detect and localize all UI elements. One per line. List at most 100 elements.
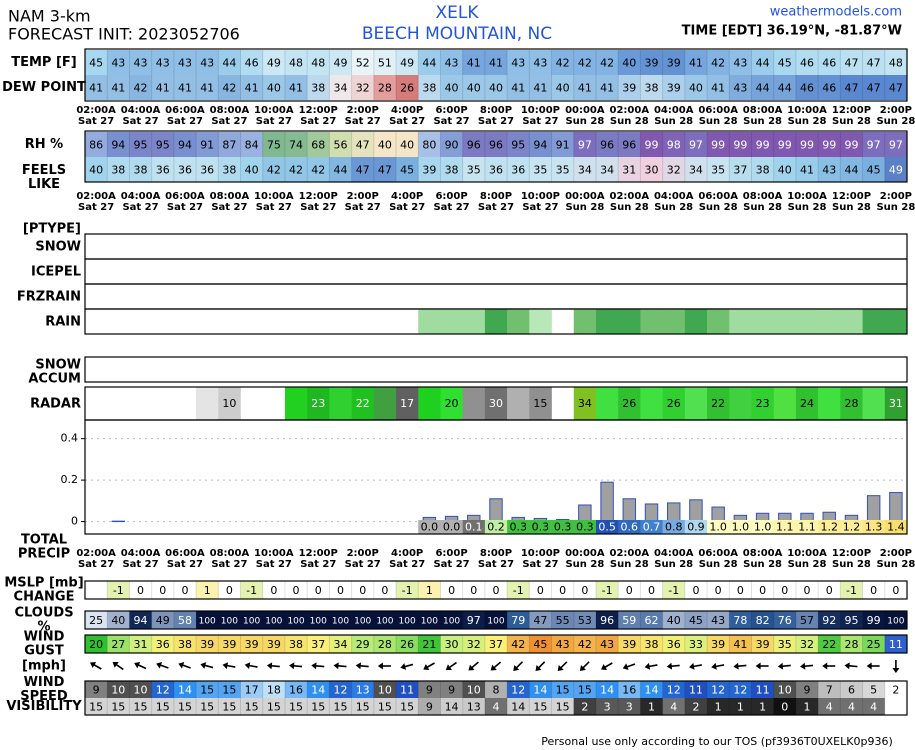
ptype-cell (418, 309, 441, 334)
cell-value: 4 (826, 701, 833, 714)
ptype-row-label: ICEPEL (31, 265, 81, 280)
total-precip-label: 0.5 (598, 521, 616, 534)
cell-value: 59 (622, 614, 636, 627)
value-cell (107, 698, 130, 715)
ptype-cell (818, 309, 841, 334)
cell-value: 41 (289, 82, 303, 95)
value-cell (640, 611, 663, 629)
cell-value: 99 (822, 139, 836, 152)
value-cell (329, 581, 352, 599)
total-precip-label: 0.6 (621, 521, 639, 534)
radar-value: 23 (311, 397, 325, 410)
day-label: Sun 28 (788, 202, 827, 213)
value-cell (862, 581, 886, 599)
cell-value: 38 (645, 82, 659, 95)
radar-cell (818, 387, 841, 420)
ptype-cell (662, 309, 686, 334)
cell-value: 10 (378, 684, 392, 697)
value-cell (840, 157, 863, 182)
value-cell (818, 611, 841, 629)
ptype-cell (795, 309, 819, 334)
cell-value: 15 (267, 701, 281, 714)
day-label: Sun 28 (743, 559, 782, 570)
ptype-cell (751, 309, 775, 334)
day-label: Sun 28 (610, 559, 649, 570)
cell-value: 94 (134, 614, 148, 627)
value-cell (307, 50, 330, 75)
value-cell (662, 635, 686, 653)
value-cell (551, 75, 575, 100)
day-label: Sat 27 (256, 116, 292, 127)
total-precip-cell (707, 520, 730, 534)
value-cell (862, 157, 886, 182)
cell-value: 28 (844, 638, 858, 651)
time-label: 12:00P (832, 105, 871, 116)
time-label: 6:00P (435, 548, 467, 559)
cell-value: 9 (93, 684, 100, 697)
cell-value: 28 (378, 638, 392, 651)
time-label: 08:00A (210, 191, 250, 202)
value-cell (173, 157, 197, 182)
total-precip-label: 0.0 (421, 521, 439, 534)
value-cell (662, 681, 686, 698)
total-precip-label: 1.3 (865, 521, 883, 534)
wind-arrow (755, 662, 769, 670)
value-cell (773, 698, 797, 715)
cell-value: 9 (448, 684, 455, 697)
wind-arrow (579, 661, 590, 671)
cell-value: 97 (867, 139, 881, 152)
value-cell (507, 75, 530, 100)
cell-value: 15 (311, 701, 325, 714)
footer: Personal use only according to our TOS (… (541, 735, 893, 748)
time-label: 04:00A (121, 105, 161, 116)
day-label: Sat 27 (389, 559, 425, 570)
cell-value: 39 (667, 82, 681, 95)
row-frame (84, 356, 908, 383)
cell-value: 41 (89, 82, 103, 95)
wind-arrow (513, 661, 524, 671)
cell-value: 99 (800, 139, 814, 152)
cell-value: 41 (689, 57, 703, 70)
time-label: 06:00A (165, 548, 205, 559)
cell-value: 1 (759, 701, 766, 714)
total-precip-cell (418, 520, 441, 534)
cell-value: 91 (200, 139, 214, 152)
cell-value: 32 (667, 164, 681, 177)
value-cell (240, 581, 264, 599)
cell-value: 35 (711, 164, 725, 177)
cell-value: 44 (844, 164, 858, 177)
cell-value: 15 (289, 701, 303, 714)
value-cell (462, 635, 486, 653)
cell-value: 12 (156, 684, 170, 697)
value-cell (196, 681, 219, 698)
value-cell (373, 635, 397, 653)
plot-frame (84, 419, 908, 535)
value-cell (529, 681, 552, 698)
time-label: 04:00A (121, 548, 161, 559)
value-cell (595, 611, 619, 629)
value-cell (640, 635, 663, 653)
cell-value: 47 (867, 82, 881, 95)
cell-value: 10 (111, 684, 125, 697)
cell-value: 11 (400, 684, 414, 697)
value-cell (795, 611, 819, 629)
wind-arrow (112, 661, 124, 671)
value-cell (751, 50, 775, 75)
cell-value: 39 (267, 638, 281, 651)
value-cell (351, 157, 375, 182)
radar-cell (218, 387, 241, 420)
day-label: Sat 27 (478, 559, 514, 570)
value-cell (373, 681, 397, 698)
value-cell (284, 635, 308, 653)
precip-bar (600, 481, 614, 523)
radar-value: 15 (533, 397, 547, 410)
arrow-head (112, 661, 119, 668)
y-tick-label: 0.2 (61, 473, 79, 486)
value-cell (218, 157, 241, 182)
cell-value: 42 (711, 57, 725, 70)
value-cell (684, 132, 708, 157)
value-cell (396, 698, 419, 715)
cell-value: 1 (204, 584, 211, 597)
total-precip-cell (795, 520, 819, 534)
cell-value: 4 (848, 701, 855, 714)
